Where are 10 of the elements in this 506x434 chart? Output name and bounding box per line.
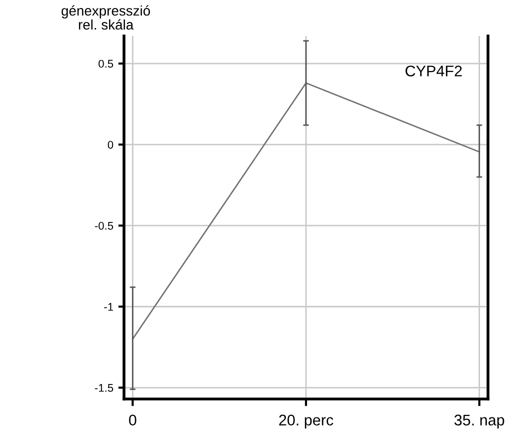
x-tick-label: 20. perc xyxy=(279,414,334,429)
x-tick-label: 35. nap xyxy=(454,414,504,429)
y-tick-label: -1.5 xyxy=(94,384,114,392)
y-tick-label: -0.5 xyxy=(94,222,114,230)
y-axis-title: génexpresszió rel. skála xyxy=(62,5,150,30)
annotation: CYP4F2 xyxy=(406,66,462,76)
y-tick-label: 0.5 xyxy=(98,60,114,68)
y-tick-label: -1 xyxy=(104,303,114,311)
x-tick-label: 0 xyxy=(129,414,136,426)
y-tick-label: 0 xyxy=(108,140,114,149)
